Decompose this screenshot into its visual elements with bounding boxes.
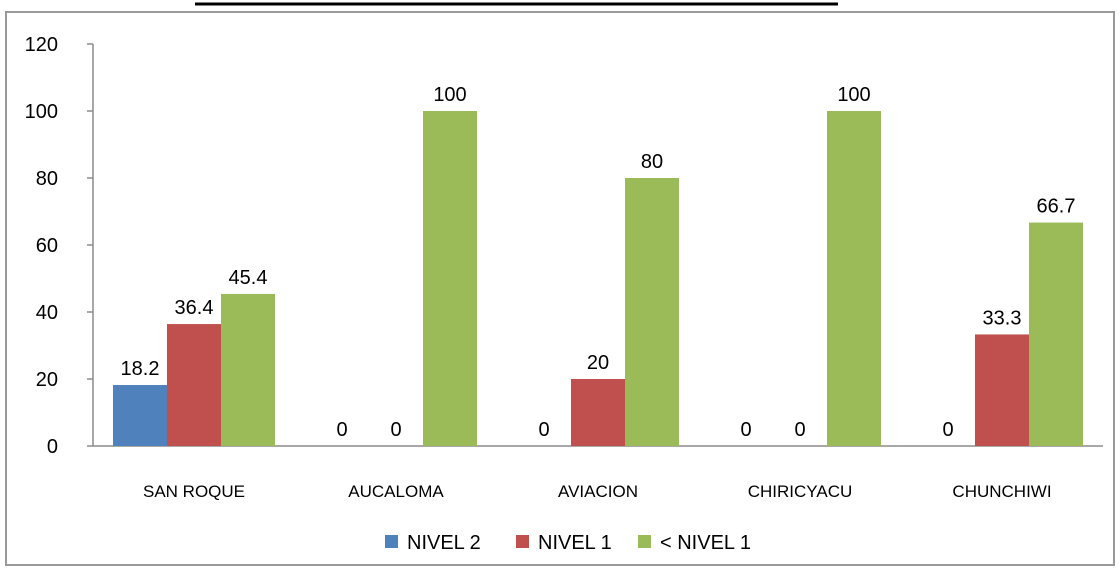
data-label: 36.4 [175,297,214,319]
data-label: 80 [641,151,663,173]
data-label: 45.4 [229,267,268,289]
legend-label: < NIVEL 1 [660,532,751,554]
chart-border [5,11,1115,566]
bar [423,111,477,446]
data-label: 20 [587,352,609,374]
bar [625,178,679,446]
data-label: 66.7 [1037,196,1076,218]
data-label: 100 [837,84,870,106]
data-label: 33.3 [983,307,1022,329]
data-label: 100 [433,84,466,106]
y-tick-label: 40 [36,302,58,324]
y-tick-label: 60 [36,235,58,257]
data-label: 0 [390,419,401,441]
y-tick-label: 0 [47,436,58,458]
bar [167,324,221,446]
y-ticks: 0 20 40 60 80 100 120 [25,34,93,458]
bar [975,334,1029,446]
legend: NIVEL 2 NIVEL 1 < NIVEL 1 [385,532,751,554]
bar [571,379,625,446]
data-label: 0 [336,419,347,441]
data-label: 0 [794,419,805,441]
x-tick-label: AUCALOMA [348,482,444,501]
legend-label: NIVEL 1 [538,532,612,554]
bar [1029,222,1083,446]
x-tick-label: AVIACION [558,482,638,501]
bar [221,293,275,446]
legend-label: NIVEL 2 [407,532,481,554]
y-tick-label: 100 [25,101,58,123]
bars [113,111,1083,446]
data-label: 0 [942,419,953,441]
x-tick-label: CHIRICYACU [748,482,853,501]
legend-swatch [516,535,529,548]
x-tick-labels: SAN ROQUE AUCALOMA AVIACION CHIRICYACU CHUNC… [143,482,1052,501]
y-tick-label: 120 [25,34,58,56]
x-tick-label: SAN ROQUE [143,482,245,501]
x-tick-label: CHUNCHIWI [952,482,1051,501]
legend-swatch [638,535,651,548]
data-label: 0 [538,419,549,441]
data-labels: 18.2 36.4 45.4 0 0 100 0 20 80 0 0 100 0 33.3 66.7 [121,84,1076,441]
y-tick-label: 80 [36,168,58,190]
y-tick-label: 20 [36,369,58,391]
bar [827,111,881,446]
legend-swatch [385,535,398,548]
data-label: 0 [740,419,751,441]
data-label: 18.2 [121,358,160,380]
bar [113,385,167,446]
